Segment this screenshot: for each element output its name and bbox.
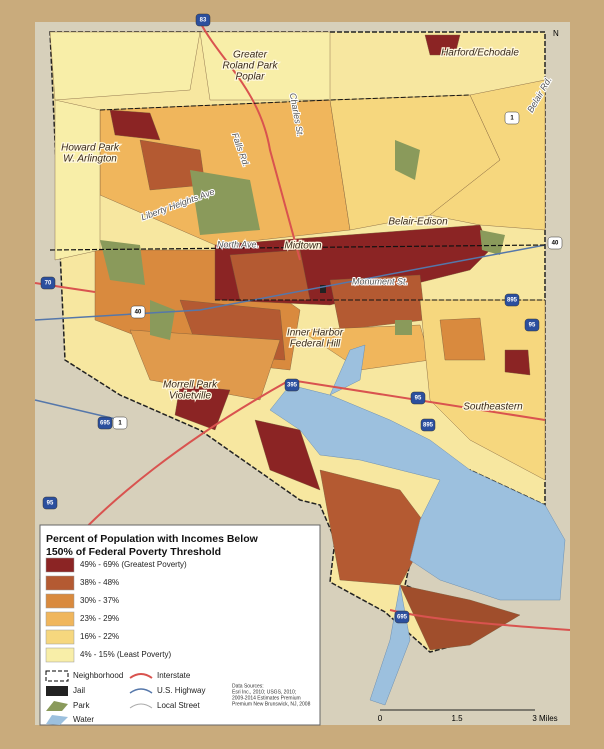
highway-shield	[420, 418, 436, 432]
legend-symbol	[45, 670, 69, 682]
neighborhood-label: Southeastern	[463, 402, 523, 413]
legend-swatch	[45, 593, 75, 609]
legend-swatch	[45, 647, 75, 663]
highway-number: 83	[200, 18, 207, 24]
highway-shield	[504, 111, 520, 125]
neighborhood-label: Howard Park	[61, 143, 120, 154]
legend-symbol	[129, 688, 153, 694]
legend-label: 30% - 37%	[80, 596, 119, 605]
highway-number: 695	[397, 615, 408, 621]
highway-shield	[504, 293, 520, 307]
legend-swatch	[45, 611, 75, 627]
highway-shield	[284, 378, 300, 392]
neighborhood-label: Poplar	[236, 72, 266, 83]
legend-label: 16% - 22%	[80, 632, 119, 641]
highway-number: 895	[423, 423, 434, 429]
legend-label: Water	[73, 715, 94, 724]
highway-shield	[112, 416, 128, 430]
scale-label: 3 Miles	[532, 714, 557, 723]
legend-title: 150% of Federal Poverty Threshold	[46, 546, 221, 558]
neighborhood-label: Greater	[233, 50, 268, 61]
highway-number: 1	[510, 116, 514, 122]
highway-number: 40	[135, 310, 142, 316]
legend-label: Jail	[73, 686, 85, 695]
legend-label: 23% - 29%	[80, 614, 119, 623]
street-label: Monument St.	[352, 276, 408, 286]
highway-number: 70	[45, 281, 52, 287]
scale-label: 1.5	[451, 714, 463, 723]
legend-symbol	[46, 686, 68, 696]
legend	[39, 524, 321, 726]
neighborhood-label: Federal Hill	[290, 339, 341, 350]
neighborhood-label: W. Arlington	[63, 154, 117, 165]
highway-shield	[394, 610, 410, 624]
highway-shield	[410, 391, 426, 405]
data-sources: Premium New Brunswick, NJ, 2008	[232, 701, 311, 707]
highway-number: 40	[552, 241, 559, 247]
highway-shield	[42, 496, 58, 510]
highway-number: 695	[100, 421, 111, 427]
street-label: North Ave.	[217, 239, 259, 249]
legend-swatch	[45, 575, 75, 591]
neighborhood-label: Roland Park	[222, 61, 278, 72]
legend-label: 38% - 48%	[80, 578, 119, 587]
neighborhood-label: Morrell Park	[163, 380, 218, 391]
neighborhood-label: Harford/Echodale	[441, 48, 519, 59]
scale-label: 0	[378, 714, 383, 723]
legend-label: Interstate	[157, 671, 191, 680]
highway-number: 1	[118, 421, 122, 427]
highway-shield	[547, 236, 563, 250]
legend-symbol	[129, 673, 153, 679]
highway-number: 95	[529, 323, 536, 329]
jail	[320, 285, 326, 293]
neighborhood-label: Inner Harbor	[287, 328, 344, 339]
highway-shield	[40, 276, 56, 290]
data-sources: Data Sources:	[232, 683, 264, 689]
highway-shield	[195, 13, 211, 27]
legend-label: 49% - 69% (Greatest Poverty)	[80, 560, 187, 569]
legend-swatch	[45, 557, 75, 573]
legend-title: Percent of Population with Incomes Below	[46, 533, 259, 545]
highway-shield	[97, 416, 113, 430]
highway-number: 895	[507, 298, 518, 304]
legend-swatch	[45, 629, 75, 645]
highway-number: 395	[287, 383, 298, 389]
legend-symbol	[46, 715, 68, 725]
legend-symbol	[129, 703, 153, 709]
highway-number: 95	[415, 396, 422, 402]
data-sources: 2009-2014 Estimates Premium	[232, 695, 301, 701]
neighborhood-label: Midtown	[284, 241, 322, 252]
neighborhood-label: Violetville	[169, 391, 211, 402]
legend-label: Park	[73, 701, 90, 710]
legend-label: Neighborhood	[73, 671, 123, 680]
legend-label: U.S. Highway	[157, 686, 205, 695]
water	[269, 344, 566, 706]
north-arrow: N	[553, 29, 559, 38]
neighborhood-label: Belair-Edison	[388, 217, 448, 228]
legend-label: 4% - 15% (Least Poverty)	[80, 650, 171, 659]
highway-number: 95	[47, 501, 54, 507]
highway-shield	[130, 305, 146, 319]
legend-label: Local Street	[157, 701, 200, 710]
highway-shield	[524, 318, 540, 332]
legend-symbol	[46, 701, 68, 711]
data-sources: Esri Inc., 2010; USGS, 2010;	[232, 689, 296, 695]
parks	[100, 140, 505, 340]
